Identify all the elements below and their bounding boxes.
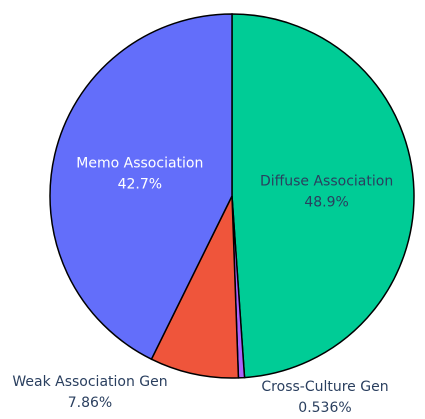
slice-label: Weak Association Gen <box>12 374 167 390</box>
slice-label: Diffuse Association <box>260 174 393 190</box>
slice-label: Cross-Culture Gen <box>261 379 388 395</box>
pie-slice <box>231 13 415 379</box>
slice-percent: 42.7% <box>118 176 162 192</box>
slice-label: Memo Association <box>76 155 203 171</box>
slice-percent: 7.86% <box>68 395 112 411</box>
slice-percent: 0.536% <box>298 400 351 416</box>
slice-percent: 48.9% <box>304 195 348 211</box>
pie-slice <box>49 13 233 361</box>
